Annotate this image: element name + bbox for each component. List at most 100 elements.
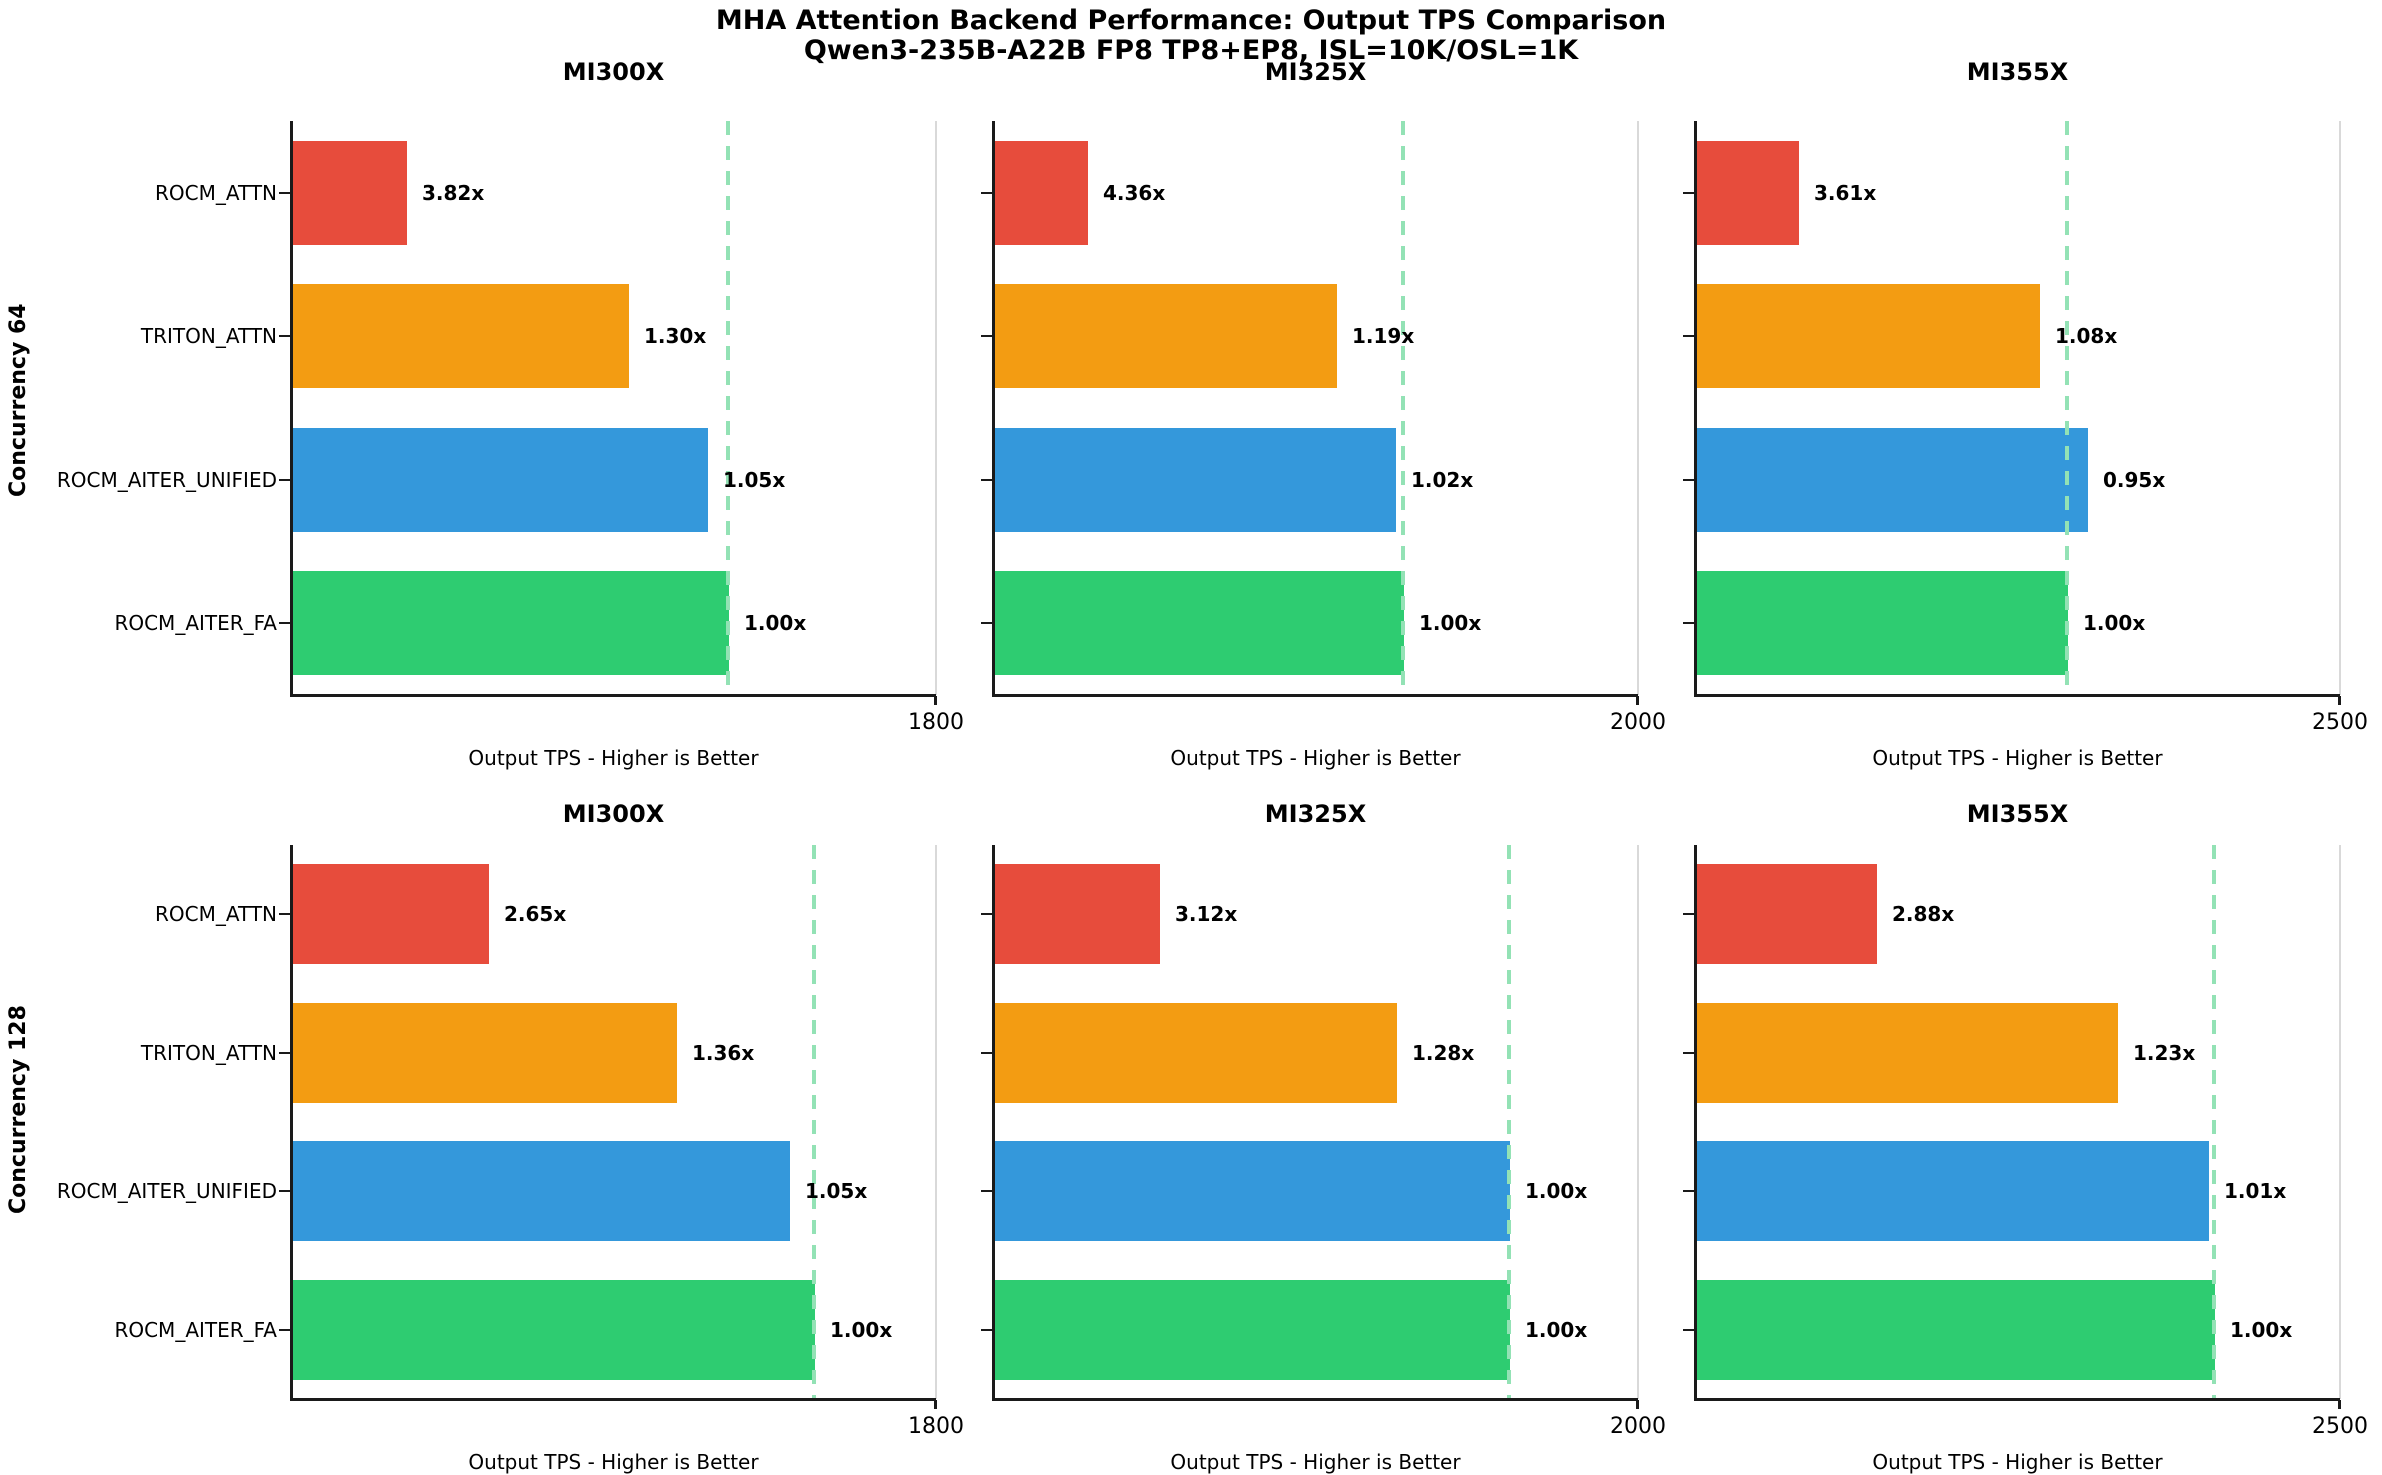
bar-rocm_attn	[1696, 864, 1877, 964]
x-tick-label: 1800	[908, 1414, 964, 1439]
y-tick-mark	[981, 192, 993, 194]
bar-triton_attn	[994, 284, 1337, 388]
x-tick-label: 2500	[2312, 1414, 2368, 1439]
x-tick-mark	[1636, 696, 1639, 705]
y-tick-label-rocm_attn: ROCM_ATTN	[154, 902, 277, 926]
y-tick-mark	[981, 913, 993, 915]
speedup-label-triton_attn: 1.36x	[692, 1041, 755, 1065]
y-tick-mark	[981, 1329, 993, 1331]
speedup-label-rocm_aiter_fa: 1.00x	[744, 611, 807, 635]
speedup-label-rocm_aiter_unified: 1.05x	[805, 1179, 868, 1203]
x-tick-label: 2000	[1610, 1414, 1666, 1439]
y-tick-label-rocm_attn: ROCM_ATTN	[154, 181, 277, 205]
baseline-dashed-line	[1507, 845, 1511, 1399]
x-axis-label: Output TPS - Higher is Better	[468, 746, 759, 770]
baseline-dashed-line	[726, 121, 730, 695]
speedup-label-rocm_attn: 2.65x	[504, 902, 567, 926]
y-tick-mark	[1683, 622, 1695, 624]
bar-triton_attn	[292, 1003, 677, 1103]
x-tick-mark	[2338, 1400, 2341, 1409]
speedup-label-rocm_aiter_unified: 1.05x	[723, 468, 786, 492]
x-axis-label: Output TPS - Higher is Better	[468, 1450, 759, 1474]
y-tick-mark	[1683, 913, 1695, 915]
speedup-label-rocm_attn: 3.12x	[1175, 902, 1238, 926]
right-spine	[935, 845, 937, 1399]
subplot-title-mi300x-row1: MI300X	[562, 800, 665, 828]
bottom-spine	[1694, 694, 2340, 697]
y-tick-label-triton_attn: TRITON_ATTN	[140, 324, 277, 348]
subplot-title-mi325x-row1: MI325X	[1264, 800, 1367, 828]
bar-rocm_aiter_fa	[292, 1280, 815, 1380]
left-spine	[992, 121, 995, 695]
x-axis-label: Output TPS - Higher is Better	[1872, 1450, 2163, 1474]
y-tick-mark	[1683, 1052, 1695, 1054]
x-tick-label: 2500	[2312, 710, 2368, 735]
left-spine	[290, 121, 293, 695]
bottom-spine	[992, 1398, 1638, 1401]
y-tick-mark	[981, 335, 993, 337]
left-spine	[1694, 845, 1697, 1399]
bar-triton_attn	[1696, 1003, 2118, 1103]
bar-rocm_aiter_fa	[292, 571, 729, 675]
row-label-concurrency-128: Concurrency 128	[6, 1005, 31, 1215]
bar-rocm_attn	[994, 864, 1160, 964]
subplot-title-mi300x-row0: MI300X	[562, 58, 665, 86]
bar-rocm_attn	[292, 864, 489, 964]
x-axis-label: Output TPS - Higher is Better	[1872, 746, 2163, 770]
y-tick-mark	[1683, 1190, 1695, 1192]
left-spine	[290, 845, 293, 1399]
left-spine	[1694, 121, 1697, 695]
bar-rocm_aiter_fa	[1696, 1280, 2215, 1380]
y-tick-mark	[981, 1190, 993, 1192]
right-spine	[2339, 845, 2341, 1399]
bar-rocm_aiter_unified	[1696, 428, 2088, 532]
speedup-label-rocm_attn: 3.61x	[1814, 181, 1877, 205]
speedup-label-rocm_aiter_fa: 1.00x	[2083, 611, 2146, 635]
speedup-label-rocm_aiter_fa: 1.00x	[830, 1318, 893, 1342]
speedup-label-rocm_attn: 4.36x	[1103, 181, 1166, 205]
x-tick-mark	[2338, 696, 2341, 705]
y-tick-mark	[279, 622, 291, 624]
right-spine	[1637, 121, 1639, 695]
bar-rocm_aiter_unified	[1696, 1141, 2209, 1241]
row-label-concurrency-64: Concurrency 64	[6, 303, 31, 497]
bar-rocm_attn	[292, 141, 407, 245]
y-tick-label-triton_attn: TRITON_ATTN	[140, 1041, 277, 1065]
y-tick-mark	[279, 192, 291, 194]
speedup-label-triton_attn: 1.23x	[2133, 1041, 2196, 1065]
speedup-label-rocm_aiter_unified: 1.02x	[1411, 468, 1474, 492]
right-spine	[2339, 121, 2341, 695]
y-tick-mark	[981, 1052, 993, 1054]
y-tick-mark	[1683, 1329, 1695, 1331]
figure-title-line-2: Qwen3-235B-A22B FP8 TP8+EP8, ISL=10K/OSL…	[803, 35, 1579, 66]
y-tick-label-rocm_aiter_unified: ROCM_AITER_UNIFIED	[56, 468, 277, 492]
y-tick-mark	[981, 622, 993, 624]
baseline-dashed-line	[2212, 845, 2216, 1399]
x-tick-mark	[1636, 1400, 1639, 1409]
y-tick-mark	[981, 479, 993, 481]
x-tick-mark	[934, 1400, 937, 1409]
x-tick-label: 1800	[908, 710, 964, 735]
y-tick-mark	[279, 1052, 291, 1054]
speedup-label-rocm_aiter_unified: 1.00x	[1525, 1179, 1588, 1203]
bar-rocm_aiter_fa	[1696, 571, 2068, 675]
x-tick-mark	[934, 696, 937, 705]
bar-triton_attn	[1696, 284, 2040, 388]
right-spine	[1637, 845, 1639, 1399]
speedup-label-triton_attn: 1.08x	[2055, 324, 2118, 348]
y-tick-mark	[279, 1190, 291, 1192]
speedup-label-triton_attn: 1.30x	[644, 324, 707, 348]
plot-area-mi300x-row0: 3.82x ROCM_ATTN 1.30x TRITON_ATTN 1.05x ROCM_…	[57, 121, 964, 770]
plot-area-mi355x-row0: 3.61x 1.08x 0.95x 1.00x 2500 Output TPS - Hig…	[1683, 121, 2368, 770]
bar-rocm_aiter_unified	[994, 428, 1396, 532]
bar-rocm_aiter_unified	[994, 1141, 1510, 1241]
speedup-label-rocm_attn: 2.88x	[1892, 902, 1955, 926]
x-axis-label: Output TPS - Higher is Better	[1170, 746, 1461, 770]
y-tick-mark	[279, 913, 291, 915]
plot-area-mi355x-row1: 2.88x 1.23x 1.01x 1.00x 2500 Output TPS - Hig…	[1683, 845, 2368, 1474]
speedup-label-rocm_aiter_fa: 1.00x	[1525, 1318, 1588, 1342]
y-tick-mark	[279, 1329, 291, 1331]
bar-rocm_attn	[1696, 141, 1799, 245]
bottom-spine	[290, 694, 936, 697]
